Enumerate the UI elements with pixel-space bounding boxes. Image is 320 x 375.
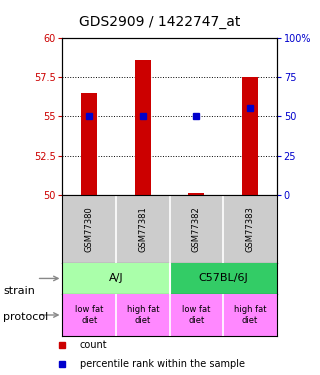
Text: low fat
diet: low fat diet	[75, 305, 103, 325]
Text: low fat
diet: low fat diet	[182, 305, 211, 325]
Text: count: count	[80, 340, 107, 350]
Text: high fat
diet: high fat diet	[234, 305, 266, 325]
Bar	[188, 193, 204, 195]
Text: high fat
diet: high fat diet	[126, 305, 159, 325]
Text: C57BL/6J: C57BL/6J	[198, 273, 248, 284]
Bar	[62, 262, 170, 294]
Text: GSM77382: GSM77382	[192, 206, 201, 252]
Text: GSM77381: GSM77381	[138, 206, 147, 252]
Text: GSM77380: GSM77380	[85, 206, 94, 252]
Bar	[81, 93, 97, 195]
Text: GDS2909 / 1422747_at: GDS2909 / 1422747_at	[79, 15, 241, 29]
Text: strain: strain	[3, 286, 35, 296]
Text: percentile rank within the sample: percentile rank within the sample	[80, 359, 244, 369]
Bar	[135, 60, 151, 195]
Bar	[242, 77, 258, 195]
Text: A/J: A/J	[109, 273, 123, 284]
Text: GSM77383: GSM77383	[245, 206, 254, 252]
Text: protocol: protocol	[3, 312, 48, 322]
Bar	[170, 262, 277, 294]
